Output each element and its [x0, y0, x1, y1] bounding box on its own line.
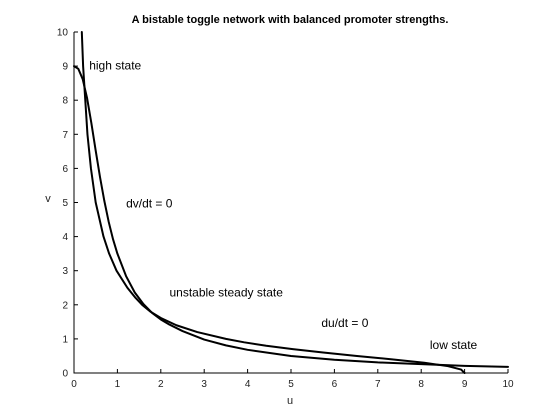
annotation-label: unstable steady state — [169, 285, 283, 299]
y-tick-label: 6 — [62, 164, 68, 175]
y-tick-label: 10 — [57, 28, 69, 39]
x-tick-label: 10 — [502, 379, 514, 390]
du-dt-nullcline — [80, 31, 466, 374]
x-tick-label: 2 — [158, 379, 164, 390]
y-tick-label: 4 — [62, 232, 68, 243]
annotation-label: dv/dt = 0 — [126, 197, 173, 211]
x-tick-label: 4 — [245, 379, 251, 390]
y-tick-label: 3 — [62, 266, 68, 277]
y-tick-label: 9 — [62, 62, 68, 73]
annotation-label: high state — [89, 59, 141, 73]
plot-area: 0 1 2 3 4 5 6 7 8 9 10 0 1 2 3 4 5 6 7 8 9 10 high state dv/dt … — [57, 28, 514, 391]
y-axis-label: v — [45, 193, 51, 205]
annotation-label: du/dt = 0 — [321, 316, 368, 330]
y-tick-label: 8 — [62, 96, 68, 107]
dv-dt-nullcline — [73, 65, 509, 368]
y-tick-label: 5 — [62, 198, 68, 209]
x-tick-label: 7 — [375, 379, 381, 390]
chart-title: A bistable toggle network with balanced … — [132, 14, 449, 26]
y-tick-label: 1 — [62, 334, 68, 345]
y-tick-label: 2 — [62, 300, 68, 311]
x-tick-label: 0 — [71, 379, 77, 390]
x-tick-label: 3 — [201, 379, 207, 390]
x-tick-label: 6 — [332, 379, 338, 390]
x-tick-label: 5 — [288, 379, 294, 390]
y-tick-label: 7 — [62, 130, 68, 141]
annotation-label: low state — [430, 338, 478, 352]
y-tick-label: 0 — [62, 369, 68, 380]
x-axis-label: u — [287, 395, 293, 407]
x-tick-label: 8 — [418, 379, 424, 390]
x-tick-label: 9 — [462, 379, 468, 390]
x-tick-label: 1 — [115, 379, 121, 390]
